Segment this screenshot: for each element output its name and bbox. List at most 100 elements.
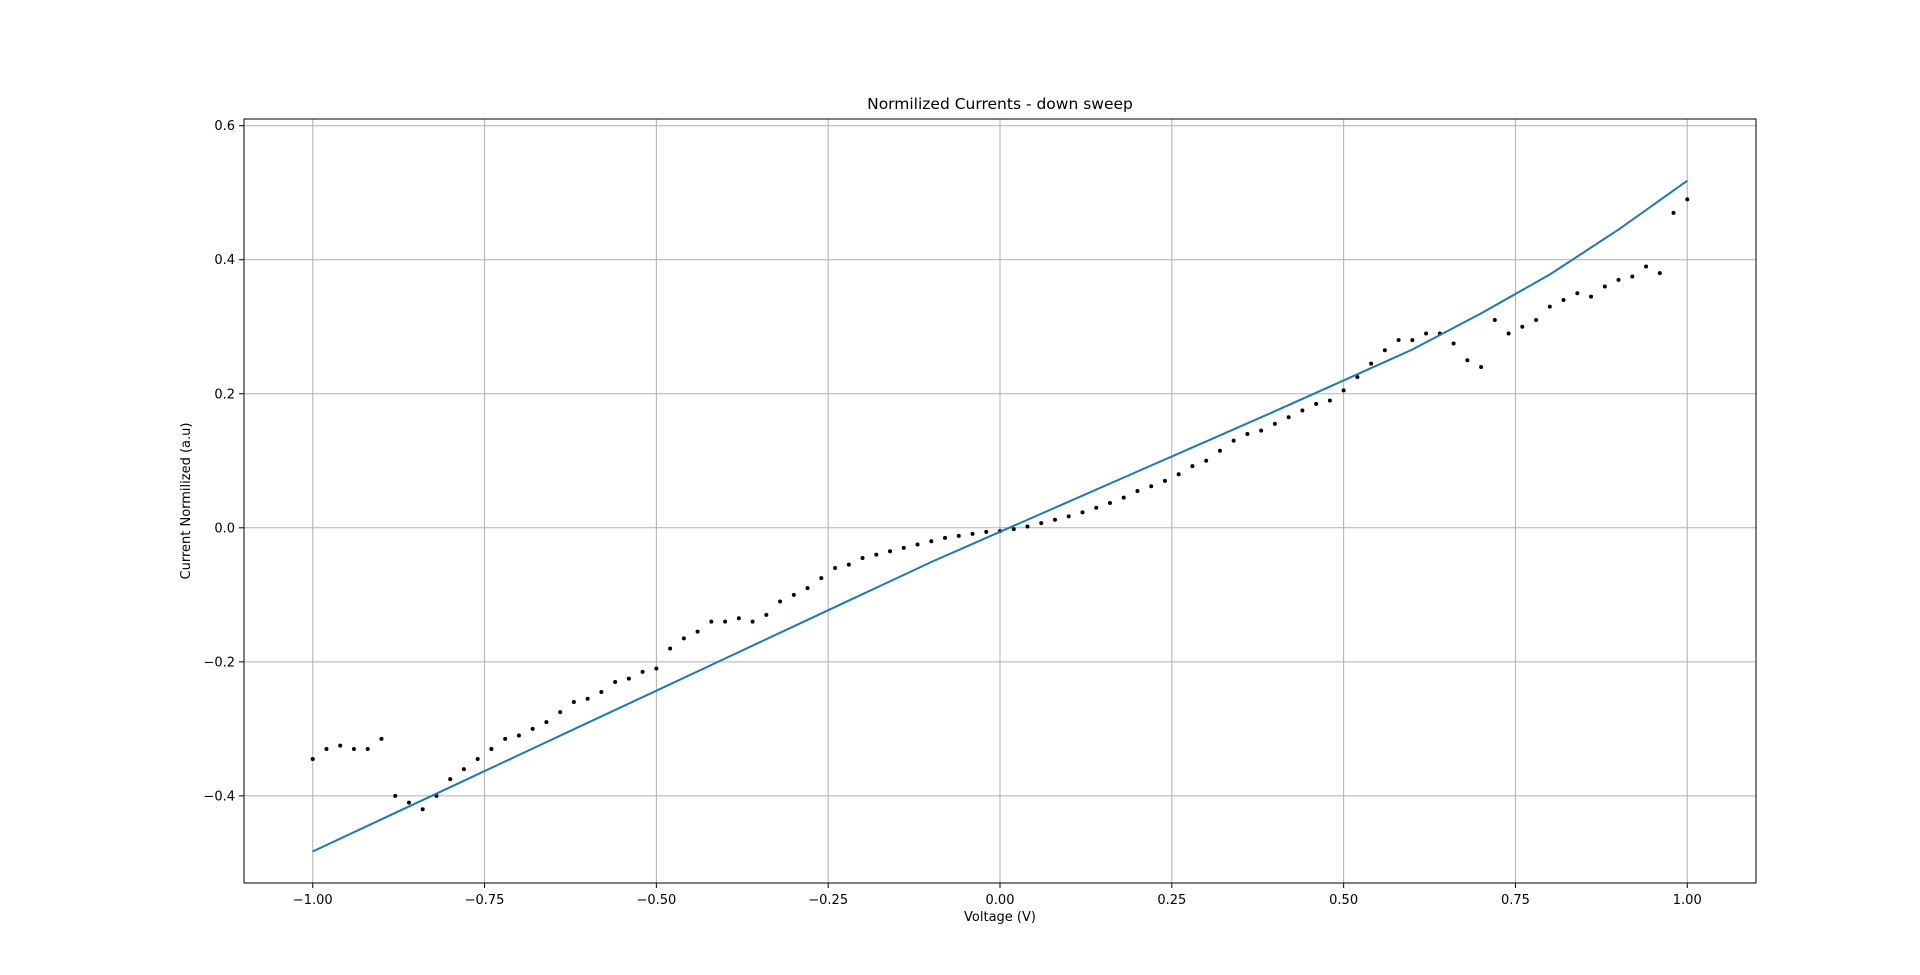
data-point bbox=[695, 629, 700, 634]
data-point bbox=[1107, 501, 1112, 506]
data-point bbox=[750, 619, 755, 624]
data-point bbox=[888, 549, 893, 554]
x-tick-label: −0.75 bbox=[465, 893, 505, 908]
y-tick-label: 0.4 bbox=[214, 253, 235, 268]
axis-ticks: −1.00 −0.75 −0.50 −0.25 0.00 0.25 0.50 0.75 1.00… bbox=[203, 119, 1701, 908]
data-point bbox=[1534, 318, 1539, 323]
data-point bbox=[791, 592, 796, 597]
data-point bbox=[1465, 358, 1470, 363]
plot-data bbox=[310, 179, 1690, 853]
x-tick-label: 0.25 bbox=[1157, 893, 1186, 908]
data-point bbox=[723, 619, 728, 624]
data-point bbox=[1424, 331, 1429, 336]
data-point bbox=[351, 746, 356, 751]
data-point bbox=[406, 800, 411, 805]
data-point bbox=[846, 562, 851, 567]
x-tick-label: −0.50 bbox=[636, 893, 676, 908]
data-point bbox=[956, 533, 961, 538]
data-point bbox=[558, 710, 563, 715]
data-point bbox=[530, 726, 535, 731]
data-point bbox=[778, 599, 783, 604]
data-point bbox=[1080, 510, 1085, 515]
data-point bbox=[1520, 324, 1525, 329]
data-point bbox=[1396, 338, 1401, 343]
x-tick-label: 1.00 bbox=[1673, 893, 1702, 908]
x-tick-label: 0.50 bbox=[1329, 893, 1358, 908]
x-tick-label: −1.00 bbox=[293, 893, 333, 908]
data-point bbox=[1204, 458, 1209, 463]
data-point bbox=[516, 733, 521, 738]
data-point bbox=[1602, 284, 1607, 289]
data-point bbox=[393, 793, 398, 798]
data-point bbox=[1190, 464, 1195, 469]
data-point bbox=[365, 746, 370, 751]
data-point bbox=[1685, 197, 1690, 202]
data-point bbox=[929, 539, 934, 544]
data-point bbox=[1341, 388, 1346, 393]
data-point bbox=[599, 690, 604, 694]
data-point bbox=[544, 720, 549, 725]
data-point bbox=[970, 531, 975, 536]
data-point bbox=[1410, 338, 1415, 343]
data-point bbox=[1314, 401, 1319, 406]
data-point bbox=[1245, 431, 1250, 436]
data-point bbox=[1451, 341, 1456, 346]
data-point bbox=[1066, 514, 1071, 519]
data-point bbox=[1616, 277, 1621, 282]
grid-lines bbox=[244, 119, 1756, 883]
data-point bbox=[1369, 361, 1374, 366]
data-point bbox=[324, 746, 329, 751]
data-point bbox=[503, 736, 508, 741]
data-point bbox=[901, 545, 906, 550]
data-point bbox=[943, 535, 948, 540]
data-point bbox=[1259, 428, 1264, 433]
data-point bbox=[626, 676, 631, 681]
data-point bbox=[1121, 495, 1126, 500]
data-point bbox=[1162, 478, 1167, 483]
data-point bbox=[1176, 472, 1181, 477]
data-point bbox=[736, 616, 741, 621]
y-axis-label: Current Normilized (a.u) bbox=[179, 423, 194, 580]
data-point bbox=[338, 743, 343, 748]
data-point bbox=[1149, 484, 1154, 489]
data-point bbox=[475, 757, 480, 762]
data-point bbox=[1217, 448, 1222, 453]
data-point bbox=[833, 566, 838, 571]
data-point bbox=[1039, 521, 1044, 526]
data-point bbox=[640, 669, 645, 674]
data-point bbox=[585, 696, 590, 701]
data-point bbox=[1479, 364, 1484, 369]
data-point bbox=[1231, 438, 1236, 443]
data-point bbox=[1355, 375, 1360, 380]
data-point bbox=[1575, 291, 1580, 296]
data-point bbox=[310, 757, 315, 762]
data-point bbox=[764, 612, 769, 617]
y-tick-label: −0.2 bbox=[203, 655, 235, 670]
data-point bbox=[805, 586, 810, 591]
data-point bbox=[1300, 408, 1305, 413]
data-point bbox=[571, 700, 576, 705]
data-point bbox=[1506, 331, 1511, 336]
data-point bbox=[613, 679, 618, 684]
chart-title: Normilized Currents - down sweep bbox=[867, 95, 1133, 113]
data-point bbox=[1547, 304, 1552, 309]
data-point bbox=[819, 576, 824, 581]
data-point bbox=[1094, 505, 1099, 510]
data-point bbox=[668, 646, 673, 651]
data-point bbox=[681, 636, 686, 641]
y-tick-label: −0.4 bbox=[203, 789, 235, 804]
data-point bbox=[915, 542, 920, 547]
fit-line bbox=[312, 179, 1688, 853]
data-point bbox=[874, 552, 879, 557]
data-point bbox=[1382, 348, 1387, 353]
data-point bbox=[379, 736, 384, 741]
data-point bbox=[1135, 488, 1140, 493]
data-point bbox=[1589, 294, 1594, 299]
data-point bbox=[1011, 527, 1016, 532]
x-tick-label: 0.75 bbox=[1501, 893, 1530, 908]
data-point bbox=[1644, 264, 1649, 269]
data-point bbox=[709, 619, 714, 624]
x-tick-label: 0.00 bbox=[986, 893, 1015, 908]
y-tick-label: 0.2 bbox=[214, 387, 235, 402]
data-point bbox=[461, 767, 466, 772]
